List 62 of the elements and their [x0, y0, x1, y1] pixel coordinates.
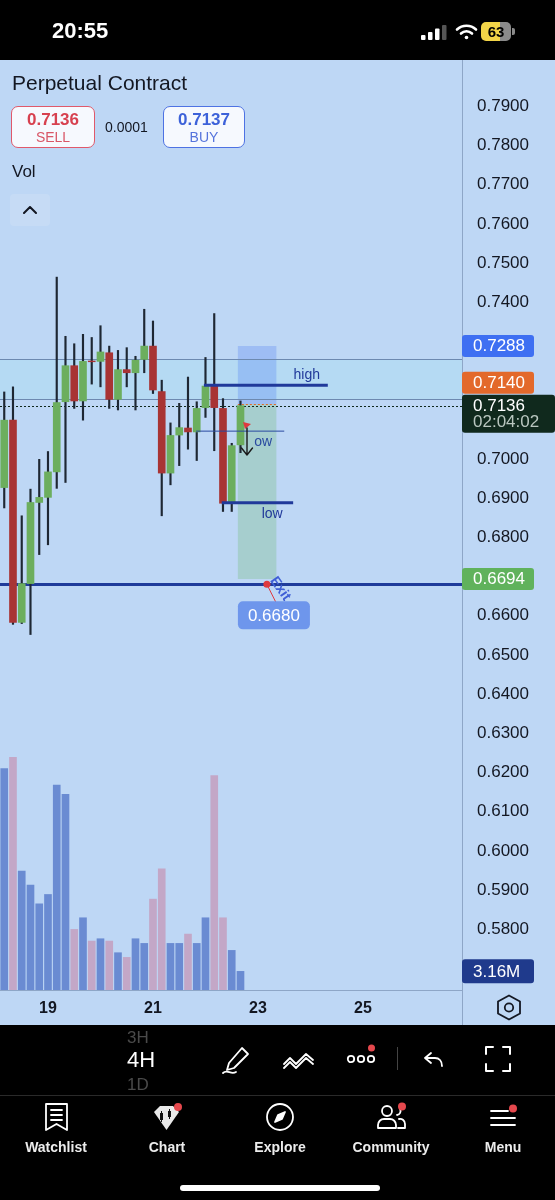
y-tick-label: 0.6200	[477, 762, 529, 782]
series-label: ow	[254, 433, 274, 449]
y-tick-label: 0.5900	[477, 879, 529, 899]
y-tick-label: 0.6500	[477, 644, 529, 664]
buy-button: 0.7137 BUY	[163, 106, 245, 148]
y-tick-label: 0.5800	[477, 918, 529, 938]
text: 3.16M	[473, 961, 521, 981]
sell-button: 0.7136 SELL	[11, 106, 95, 148]
candlestick	[61, 335, 70, 483]
annotation: 0.7136	[27, 109, 79, 129]
text: 0.7288	[473, 336, 525, 356]
x-tick-label: 23	[249, 999, 267, 1017]
y-tick-label: 0.6000	[477, 840, 529, 860]
y-tick-label: 0.7500	[477, 252, 529, 272]
y-tick-label: 0.6400	[477, 683, 529, 703]
x-tick-label: 19	[39, 999, 57, 1017]
text: 20:55	[52, 18, 109, 43]
text: 4H	[127, 1047, 156, 1072]
bar	[70, 929, 79, 990]
candlestick	[96, 325, 105, 388]
text: Perpetual Contract	[12, 71, 188, 95]
annotation: SELL	[35, 128, 71, 145]
x-tick-label: 21	[144, 999, 162, 1017]
text: 0.6694	[473, 569, 525, 589]
y-tick-label: 0.7800	[477, 135, 529, 155]
series-label: high	[293, 366, 321, 383]
candlestick	[131, 355, 140, 411]
text: Explore	[253, 1139, 307, 1155]
y-tick-label: 0.6100	[477, 801, 529, 821]
text: Menu	[483, 1139, 523, 1155]
bar	[122, 957, 131, 990]
bar	[9, 757, 17, 990]
bar	[184, 933, 192, 990]
y-tick-label: 0.7700	[477, 174, 529, 194]
bar	[105, 940, 114, 990]
series-label: low	[261, 504, 284, 521]
text: 1D	[127, 1075, 149, 1094]
y-tick-label: 0.6800	[477, 527, 529, 547]
annotation: 0.7137	[178, 109, 230, 129]
text: Watchlist	[24, 1139, 88, 1155]
bar	[0, 768, 9, 990]
text: Chart	[147, 1139, 187, 1155]
text: Community	[351, 1139, 431, 1155]
annotation: BUY	[189, 128, 219, 145]
y-tick-label: 0.7000	[477, 448, 529, 468]
y-tick-label: 0.6300	[477, 722, 529, 742]
ref-line-label: 0.7136 02:04:02	[473, 395, 540, 431]
bar	[96, 938, 105, 990]
bar	[87, 940, 96, 990]
y-tick-label: 0.7400	[477, 291, 529, 311]
x-tick-label: 25	[354, 999, 372, 1017]
text: 3H	[127, 1028, 149, 1047]
text: 0.7140	[473, 372, 525, 392]
y-tick-label: 0.7900	[477, 95, 529, 115]
chart-title: Vol	[12, 162, 36, 182]
annotation: 0.0001	[105, 119, 148, 135]
y-tick-label: 0.6600	[477, 605, 529, 625]
bar	[79, 917, 87, 990]
bar	[114, 952, 122, 990]
y-tick-label: 0.6900	[477, 487, 529, 507]
y-tick-label: 0.7600	[477, 213, 529, 233]
annotation: 0.6680	[247, 606, 300, 626]
